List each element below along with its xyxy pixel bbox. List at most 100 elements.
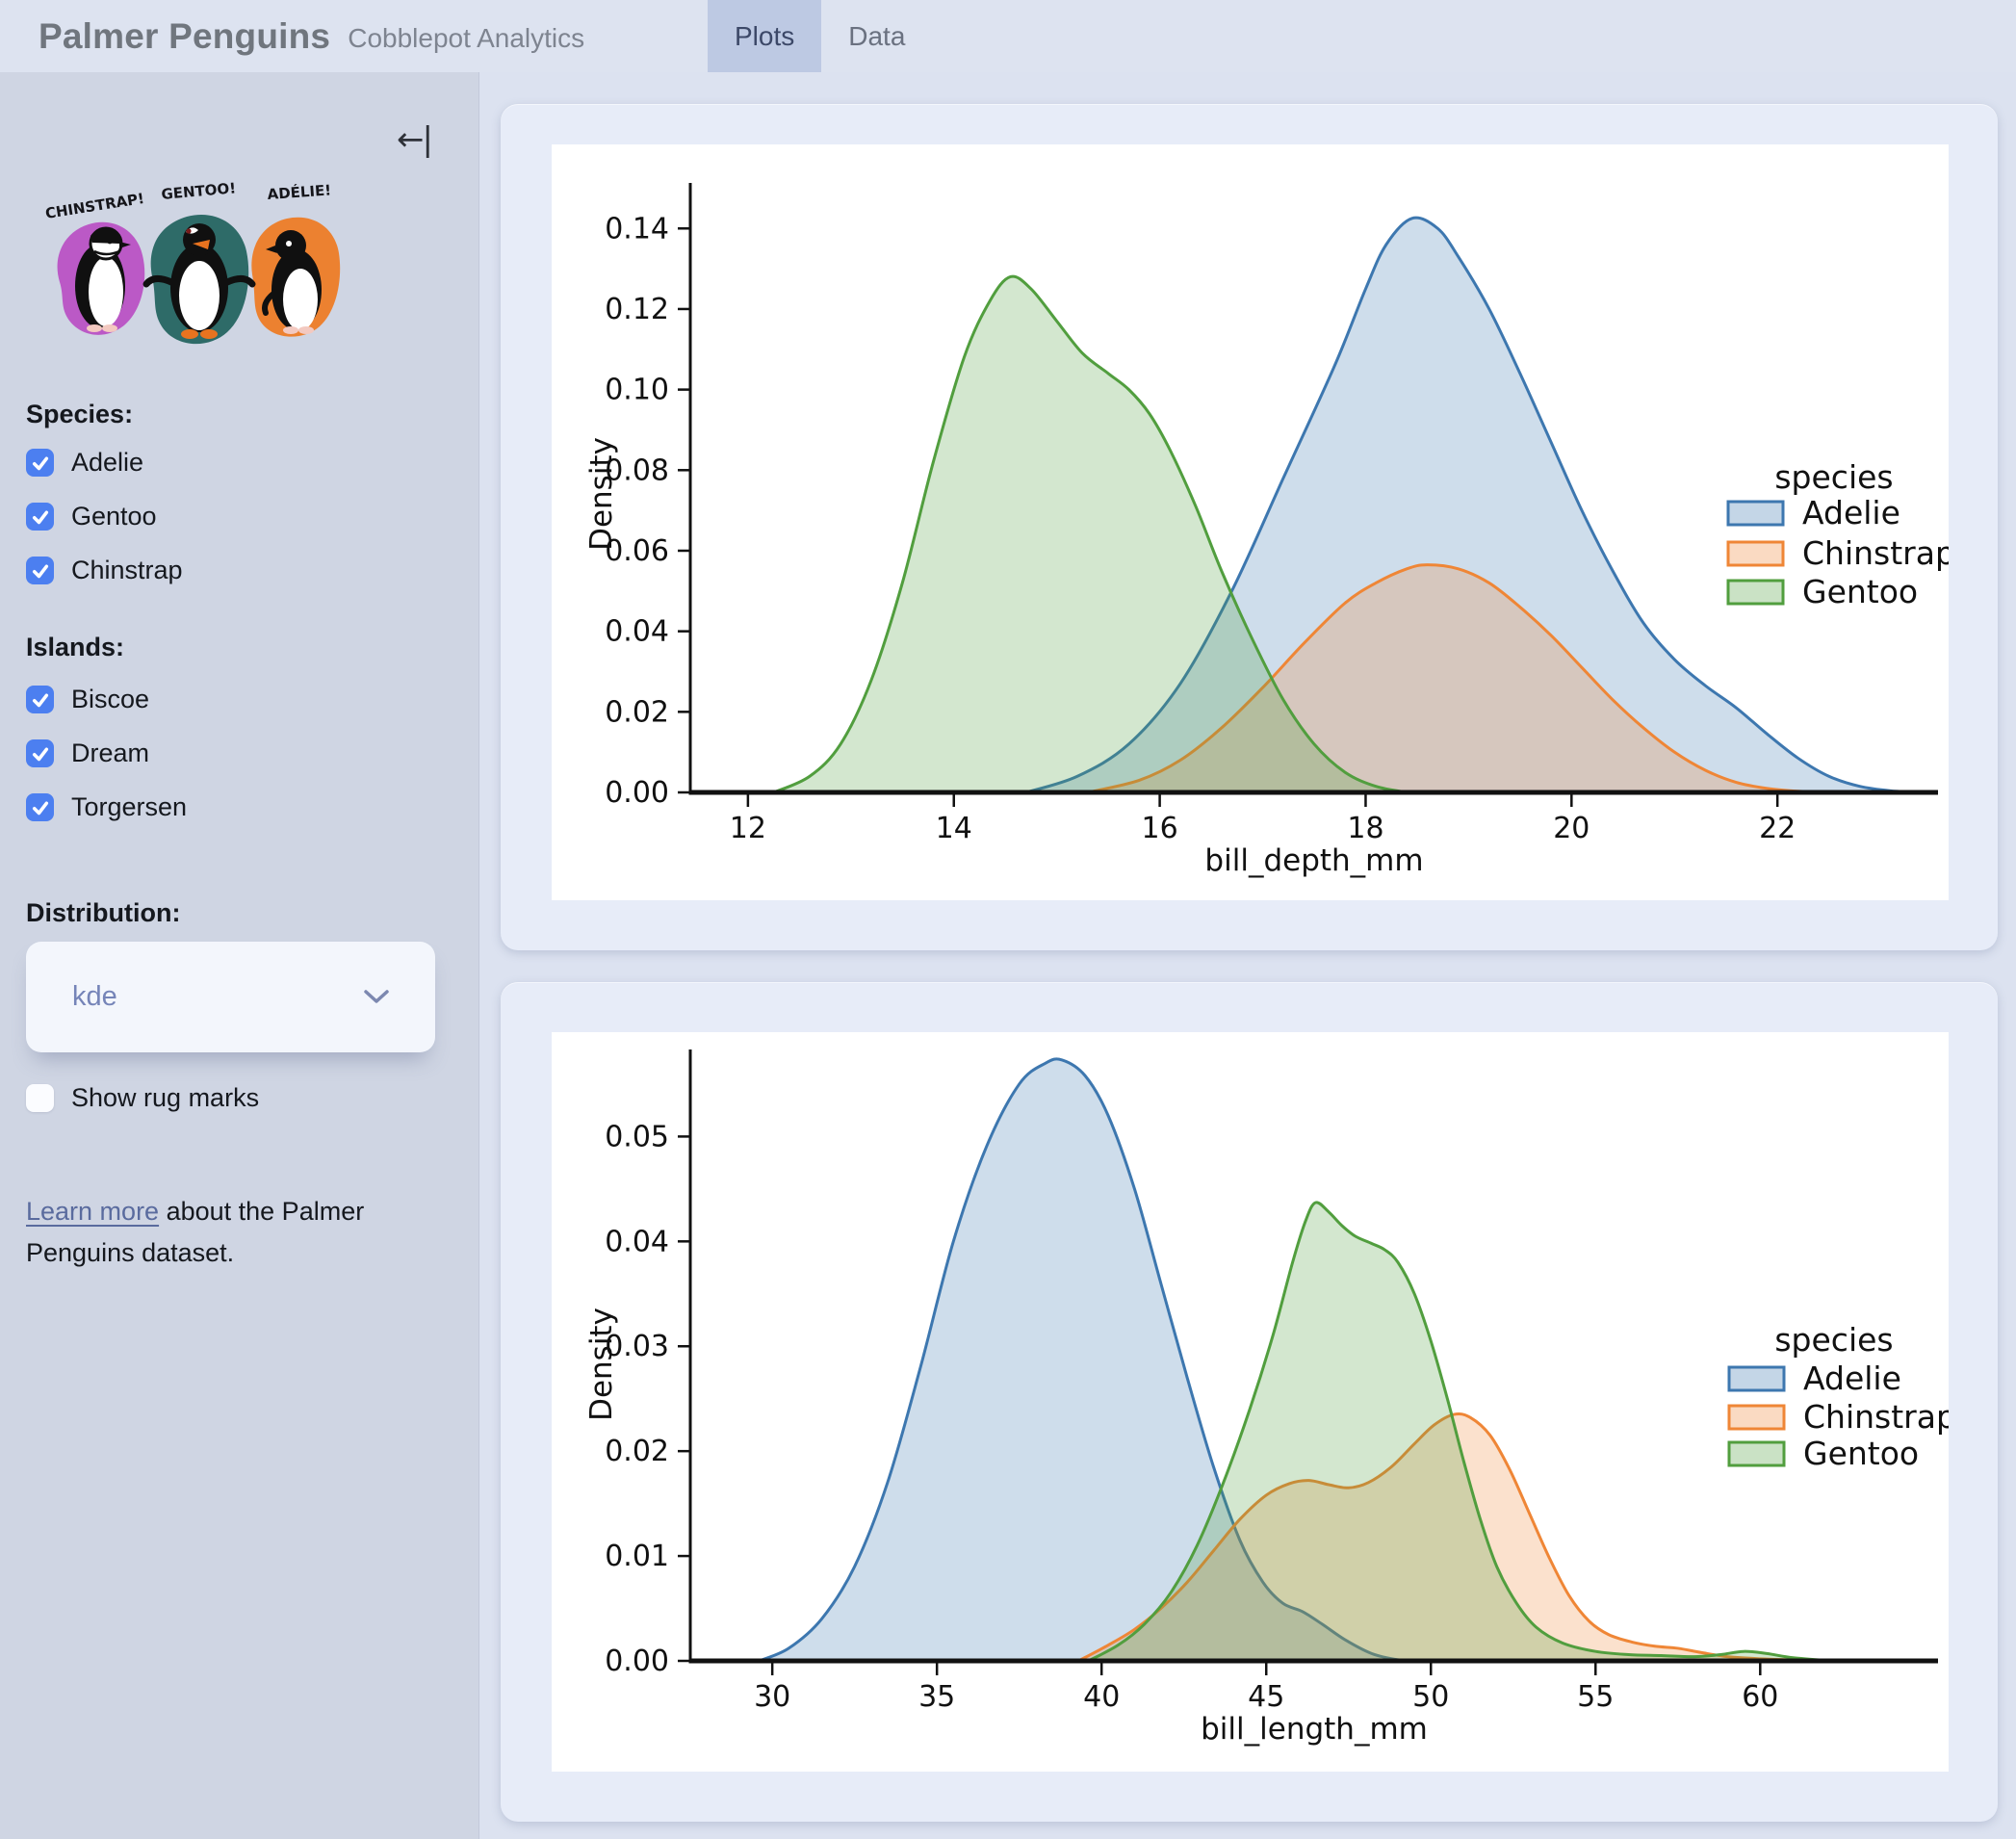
chevron-down-icon: [364, 990, 389, 1003]
distribution-selected-value: kde: [72, 981, 117, 1012]
chart-svg: 30 35 40 45 50 55 60 0.00 0.01 0.02 0.03 0.04 0.05 bi…: [584, 1049, 1949, 1747]
svg-text:0.12: 0.12: [605, 293, 669, 326]
kde-area-chinstrap: [1087, 564, 1829, 792]
svg-text:16: 16: [1142, 812, 1178, 845]
app-title: Palmer Penguins: [39, 15, 331, 56]
kde-area-adelie: [1025, 218, 1922, 792]
kde-line-adelie: [758, 1057, 1418, 1663]
svg-text:0.02: 0.02: [605, 1435, 669, 1468]
checkbox-checked-icon: [26, 739, 54, 767]
kde-area-adelie: [759, 1058, 1418, 1661]
species-checkbox-gentoo[interactable]: Gentoo: [26, 502, 157, 531]
svg-text:0.04: 0.04: [605, 1225, 669, 1258]
svg-text:0.01: 0.01: [605, 1540, 669, 1573]
x-axis-label: bill_depth_mm: [1204, 843, 1423, 878]
sidebar-footer: Learn more about the Palmer Penguins dat…: [26, 1191, 440, 1274]
checkbox-label: Show rug marks: [71, 1083, 260, 1112]
bill-length-plot: 30 35 40 45 50 55 60 0.00 0.01 0.02 0.03 0.04 0.05 bi…: [552, 1032, 1949, 1772]
checkbox-unchecked-icon: [26, 1084, 54, 1112]
bill-depth-chart-card: 12 14 16 18 20 22 0.00 0.02 0.04 0.06 0.08 0.10 0.12…: [501, 104, 1998, 950]
svg-text:55: 55: [1577, 1680, 1614, 1714]
legend-title: species: [1774, 1321, 1893, 1359]
svg-text:0.08: 0.08: [605, 453, 669, 487]
checkbox-checked-icon: [26, 686, 54, 713]
islands-heading: Islands:: [26, 633, 125, 661]
svg-text:0.02: 0.02: [605, 695, 669, 729]
bill-length-chart-card: 30 35 40 45 50 55 60 0.00 0.01 0.02 0.03 0.04 0.05 bi…: [501, 982, 1998, 1822]
kde-line-gentoo: [1087, 1201, 1833, 1663]
footer-text: about the Palmer Penguins dataset.: [26, 1197, 365, 1268]
penguins-illustration: CHINSTRAP! GENTOO! ADÉLIE!: [44, 179, 341, 345]
checkbox-checked-icon: [26, 449, 54, 477]
legend-label-gentoo: Gentoo: [1803, 1435, 1919, 1472]
svg-text:30: 30: [754, 1680, 790, 1714]
chinstrap-penguin: [75, 226, 131, 332]
kde-area-gentoo: [773, 276, 1408, 792]
kde-line-chinstrap: [1087, 563, 1829, 794]
legend-swatch-gentoo: [1727, 1440, 1786, 1467]
checkbox-label: Biscoe: [71, 685, 150, 713]
checkbox-checked-icon: [26, 503, 54, 531]
checkbox-label: Dream: [71, 738, 150, 767]
svg-text:14: 14: [936, 812, 972, 845]
adelie-penguin: [262, 230, 322, 334]
distribution-select[interactable]: kde: [26, 942, 435, 1052]
svg-text:18: 18: [1347, 812, 1383, 845]
y-axis-label: Density: [584, 1308, 619, 1421]
svg-text:60: 60: [1742, 1680, 1778, 1714]
svg-text:0.10: 0.10: [605, 374, 669, 407]
svg-text:0.00: 0.00: [605, 776, 669, 810]
legend-label-adelie: Adelie: [1802, 494, 1900, 531]
legend-swatch-chinstrap: [1727, 1404, 1786, 1431]
checkbox-label: Chinstrap: [71, 556, 183, 584]
legend-label-gentoo: Gentoo: [1802, 573, 1918, 610]
species-heading: Species:: [26, 400, 134, 428]
tab-plots[interactable]: Plots: [708, 0, 822, 72]
learn-more-link[interactable]: Learn more: [26, 1197, 160, 1226]
svg-text:40: 40: [1083, 1680, 1120, 1714]
svg-text:0.04: 0.04: [605, 615, 669, 649]
svg-text:22: 22: [1759, 812, 1796, 845]
checkbox-checked-icon: [26, 793, 54, 821]
svg-text:12: 12: [730, 812, 766, 845]
kde-line-adelie: [1025, 216, 1922, 794]
kde-area-chinstrap: [1078, 1413, 1826, 1661]
svg-text:50: 50: [1412, 1680, 1449, 1714]
tab-data[interactable]: Data: [848, 20, 906, 51]
svg-text:0.03: 0.03: [605, 1330, 669, 1363]
sidebar-collapse-button[interactable]: ←|: [397, 120, 433, 159]
legend-swatch-chinstrap: [1726, 540, 1785, 567]
legend-swatch-gentoo: [1726, 579, 1785, 606]
gentoo-caption: GENTOO!: [161, 179, 237, 203]
legend-swatch-adelie: [1726, 500, 1785, 527]
y-axis-label: Density: [584, 437, 619, 551]
legend-swatch-adelie: [1727, 1365, 1786, 1392]
app-subtitle: Cobblepot Analytics: [348, 22, 585, 53]
checkbox-label: Adelie: [71, 448, 144, 477]
adelie-caption: ADÉLIE!: [267, 180, 332, 203]
checkbox-label: Torgersen: [71, 792, 188, 821]
legend-label-chinstrap: Chinstrap: [1802, 534, 1949, 572]
x-axis-label: bill_length_mm: [1201, 1712, 1428, 1747]
rug-marks-checkbox[interactable]: Show rug marks: [26, 1083, 259, 1113]
legend-title: species: [1774, 458, 1893, 496]
svg-text:0.00: 0.00: [605, 1645, 669, 1678]
species-checkbox-chinstrap[interactable]: Chinstrap: [26, 556, 183, 585]
kde-line-gentoo: [773, 274, 1408, 794]
island-checkbox-torgersen[interactable]: Torgersen: [26, 792, 187, 822]
chart-svg: 12 14 16 18 20 22 0.00 0.02 0.04 0.06 0.08 0.10 0.12…: [584, 183, 1949, 878]
species-checkbox-adelie[interactable]: Adelie: [26, 448, 143, 478]
svg-text:20: 20: [1553, 812, 1590, 845]
main-content: 12 14 16 18 20 22 0.00 0.02 0.04 0.06 0.08 0.10 0.12…: [478, 72, 2016, 1839]
checkbox-checked-icon: [26, 557, 54, 584]
legend-label-chinstrap: Chinstrap: [1803, 1398, 1949, 1436]
island-checkbox-dream[interactable]: Dream: [26, 738, 149, 768]
svg-text:0.14: 0.14: [605, 212, 669, 246]
chinstrap-caption: CHINSTRAP!: [44, 190, 145, 222]
island-checkbox-biscoe[interactable]: Biscoe: [26, 685, 149, 714]
checkbox-label: Gentoo: [71, 502, 157, 531]
tab-bar: Plots Data: [708, 0, 932, 72]
sidebar: ←|: [0, 72, 479, 1839]
bill-depth-plot: 12 14 16 18 20 22 0.00 0.02 0.04 0.06 0.08 0.10 0.12…: [552, 144, 1949, 900]
svg-text:0.06: 0.06: [605, 534, 669, 568]
